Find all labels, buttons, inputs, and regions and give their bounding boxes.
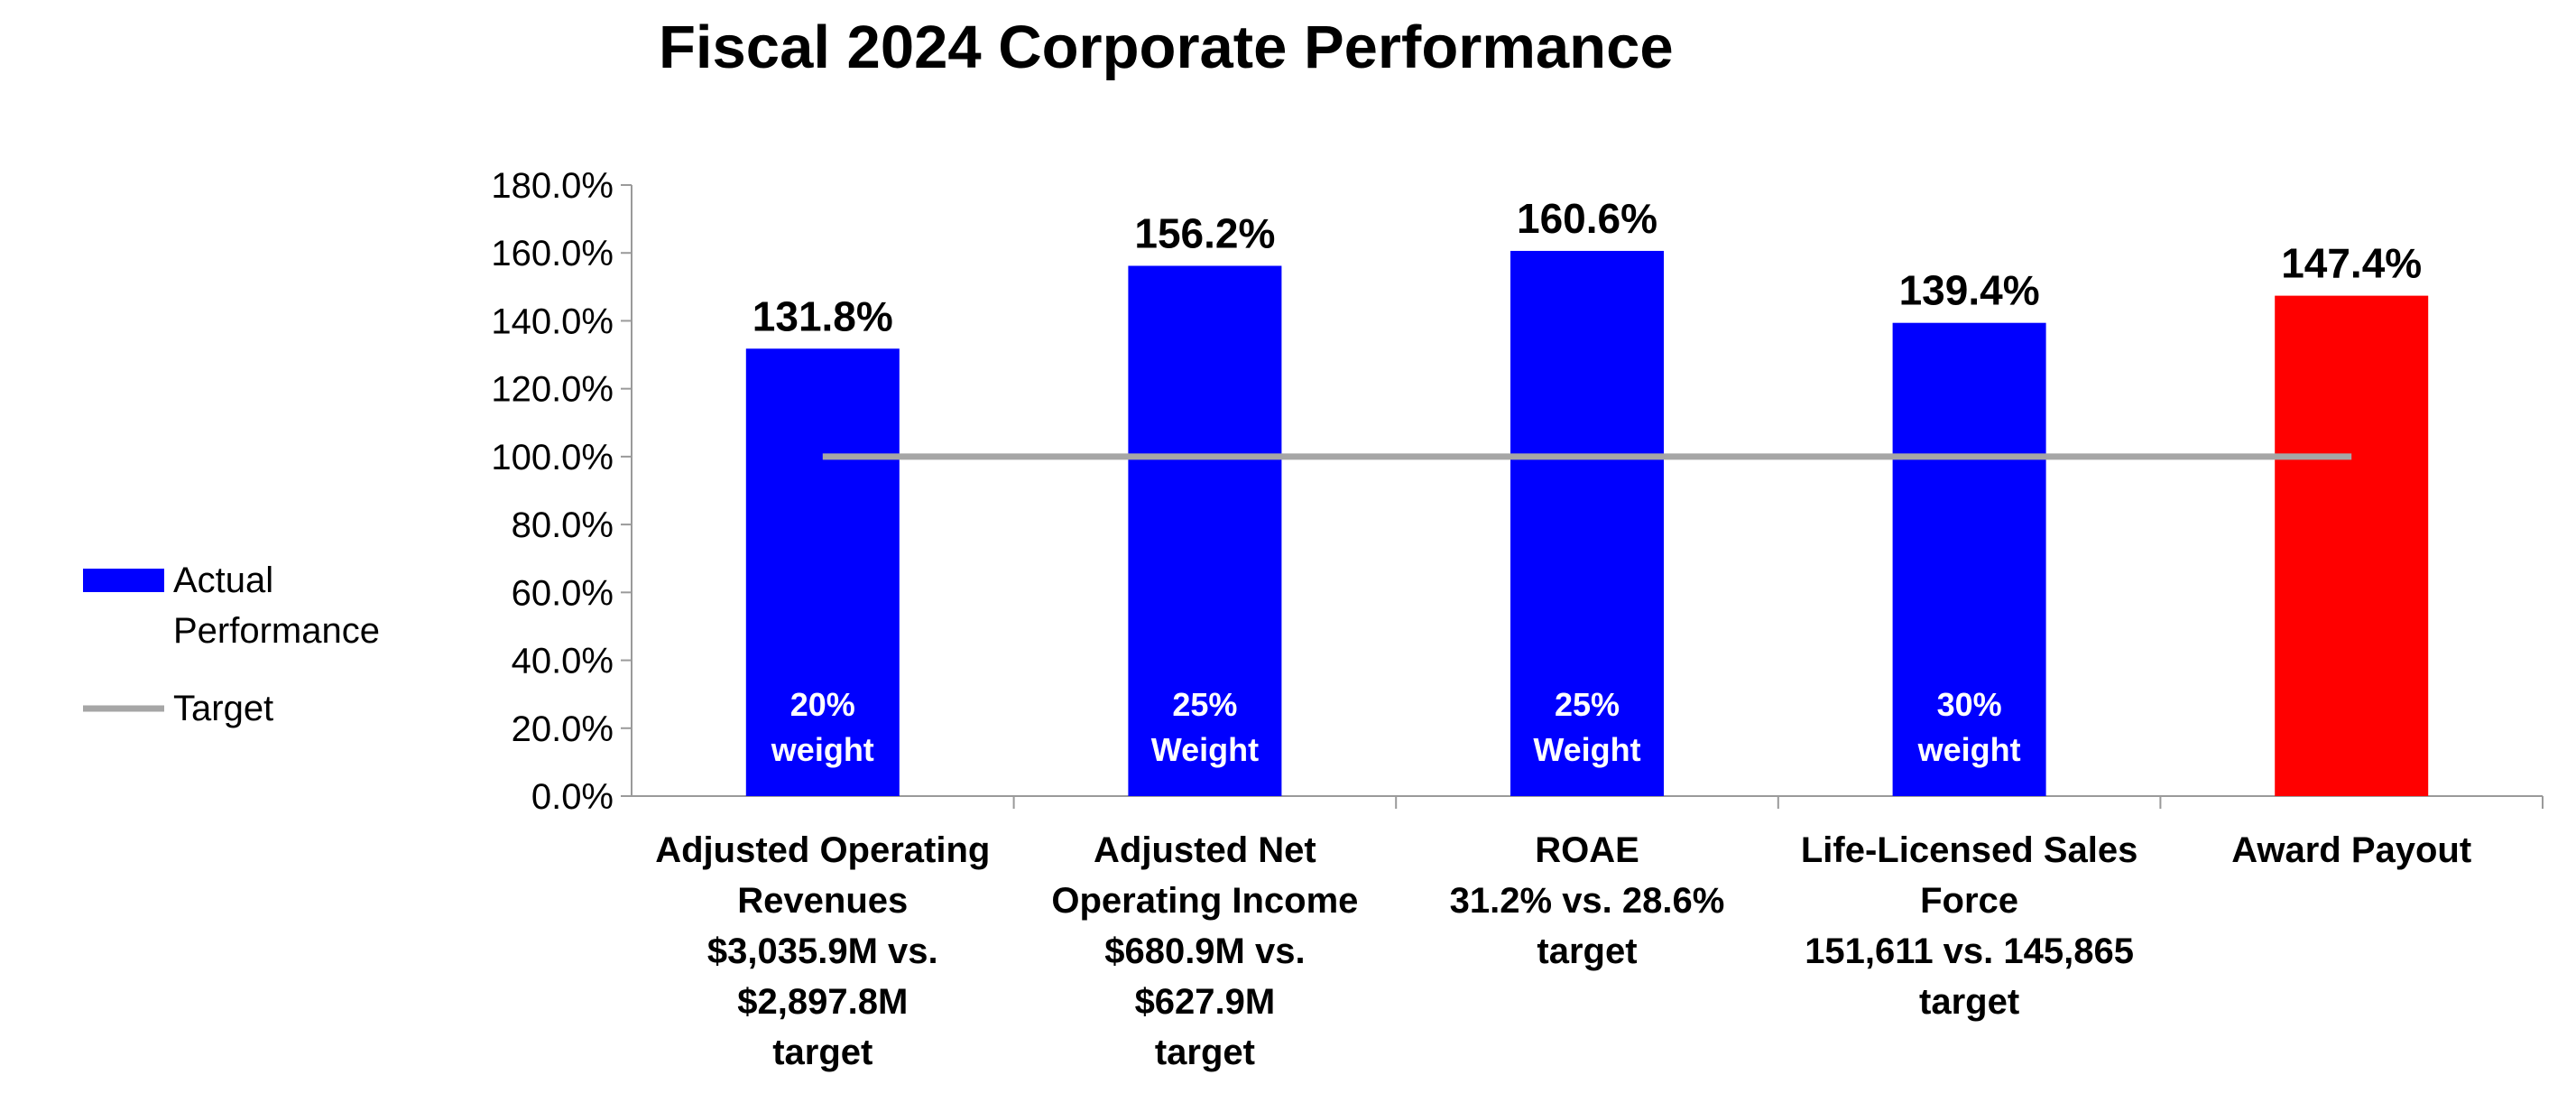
bar bbox=[2275, 295, 2429, 797]
value-label: 131.8% bbox=[752, 292, 893, 339]
category-labels: Adjusted Operating Revenues $3,035.9M vs. $… bbox=[655, 830, 2471, 1072]
y-tick-label: 120.0% bbox=[491, 370, 614, 410]
data-labels: 131.8% 20% weight 156.2% 25% Weight 160.6% 25% W… bbox=[752, 195, 2422, 768]
weight-label: weight bbox=[771, 731, 874, 768]
category-label: $627.9M bbox=[1135, 982, 1276, 1022]
category-label: 31.2% vs. 28.6% bbox=[1450, 881, 1725, 921]
category-label: Award Payout bbox=[2231, 830, 2471, 870]
bars bbox=[745, 250, 2429, 797]
axes: 0.0% 20.0% 40.0% 60.0% 80.0% 100.0% 120.0% 140.… bbox=[491, 166, 2544, 817]
category-label: Adjusted Net bbox=[1094, 830, 1316, 870]
y-tick-label: 0.0% bbox=[531, 777, 614, 817]
y-tick-label: 100.0% bbox=[491, 438, 614, 477]
category-label: $680.9M vs. bbox=[1104, 931, 1305, 971]
legend: Actual Performance Target bbox=[83, 561, 380, 728]
bar bbox=[745, 348, 900, 796]
category-label: $2,897.8M bbox=[737, 982, 908, 1022]
y-tick-label: 80.0% bbox=[512, 505, 614, 545]
weight-label: 20% bbox=[790, 686, 855, 723]
category-label: 151,611 vs. 145,865 bbox=[1805, 931, 2134, 971]
category-label: target bbox=[772, 1033, 873, 1072]
weight-label: Weight bbox=[1151, 731, 1259, 768]
bar bbox=[1510, 250, 1664, 796]
category-label: Force bbox=[1920, 881, 2018, 921]
y-tick-label: 40.0% bbox=[512, 642, 614, 681]
weight-label: 30% bbox=[1937, 686, 2002, 723]
weight-label: weight bbox=[1917, 731, 2021, 768]
weight-label: 25% bbox=[1555, 686, 1620, 723]
chart-title: Fiscal 2024 Corporate Performance bbox=[659, 14, 1674, 81]
category-label: Adjusted Operating bbox=[655, 830, 990, 870]
value-label: 160.6% bbox=[1517, 195, 1657, 242]
bar bbox=[1892, 322, 2046, 796]
y-tick-label: 160.0% bbox=[491, 234, 614, 273]
category-label: target bbox=[1155, 1033, 1255, 1072]
value-label: 156.2% bbox=[1134, 210, 1275, 257]
value-label: 139.4% bbox=[1899, 267, 2040, 314]
weight-label: Weight bbox=[1533, 731, 1640, 768]
category-label: ROAE bbox=[1535, 830, 1639, 870]
y-tick-label: 180.0% bbox=[491, 166, 614, 206]
category-label: target bbox=[1919, 982, 2019, 1022]
legend-label-target: Target bbox=[173, 689, 273, 728]
value-label: 147.4% bbox=[2281, 240, 2422, 287]
category-label: $3,035.9M vs. bbox=[707, 931, 938, 971]
category-label: Life-Licensed Sales bbox=[1801, 830, 2137, 870]
weight-label: 25% bbox=[1172, 686, 1237, 723]
category-label: target bbox=[1537, 931, 1637, 971]
category-label: Revenues bbox=[737, 881, 908, 921]
legend-label-actual: Actual bbox=[173, 561, 273, 600]
y-tick-label: 60.0% bbox=[512, 573, 614, 613]
bar bbox=[1128, 265, 1282, 797]
y-tick-label: 20.0% bbox=[512, 709, 614, 749]
legend-label-actual: Performance bbox=[173, 611, 380, 651]
category-label: Operating Income bbox=[1051, 881, 1358, 921]
legend-swatch-actual bbox=[83, 569, 164, 592]
y-tick-label: 140.0% bbox=[491, 301, 614, 341]
